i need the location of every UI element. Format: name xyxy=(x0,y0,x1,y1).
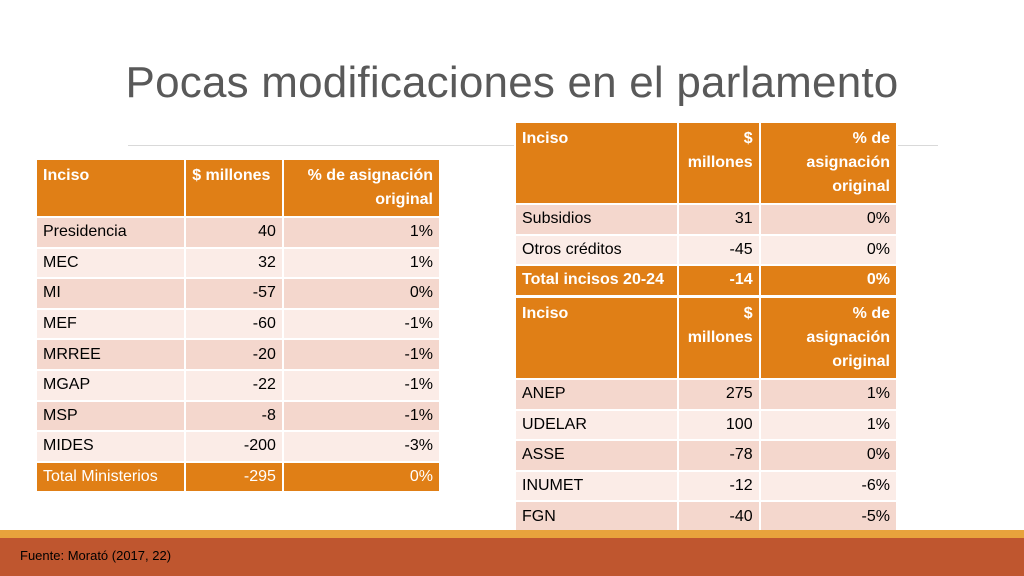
header-inciso: Inciso xyxy=(514,296,679,380)
header-porcentaje: % de asignación original xyxy=(281,158,442,218)
table-row: MIDES -200 -3% xyxy=(34,430,442,463)
cell-inciso: MI xyxy=(34,277,187,310)
cell-porcentaje: 0% xyxy=(281,460,442,494)
cell-millones: -40 xyxy=(676,500,761,533)
header-inciso: Inciso xyxy=(34,158,187,218)
cell-millones: -20 xyxy=(184,338,284,371)
total-row: Total incisos 20-24 -14 0% xyxy=(514,264,899,297)
cell-porcentaje: -6% xyxy=(758,469,899,503)
table-row: Presidencia 40 1% xyxy=(34,216,442,249)
cell-inciso: MEC xyxy=(34,246,187,280)
cell-porcentaje: 0% xyxy=(281,277,442,310)
incisos-table: Inciso $ millones % de asignación origin… xyxy=(514,121,899,297)
cell-porcentaje: 1% xyxy=(281,216,442,249)
cell-inciso: FGN xyxy=(514,500,679,533)
cell-inciso: Otros créditos xyxy=(514,233,679,266)
table-row: FGN -40 -5% xyxy=(514,500,899,533)
table-row: MI -57 0% xyxy=(34,277,442,310)
cell-porcentaje: -5% xyxy=(758,500,899,533)
table-row: MEC 32 1% xyxy=(34,246,442,280)
cell-inciso: ASSE xyxy=(514,439,679,472)
table-row: MSP -8 -1% xyxy=(34,399,442,433)
total-row: Total Ministerios -295 0% xyxy=(34,460,442,494)
cell-millones: -22 xyxy=(184,368,284,402)
cell-porcentaje: 1% xyxy=(281,246,442,280)
cell-millones: 31 xyxy=(676,203,761,236)
cell-millones: -57 xyxy=(184,277,284,310)
cell-millones: 275 xyxy=(676,378,761,411)
header-millones: $ millones xyxy=(676,296,761,380)
header-porcentaje: % de asignación original xyxy=(758,296,899,380)
slide-title: Pocas modificaciones en el parlamento xyxy=(125,58,899,107)
cell-porcentaje: 0% xyxy=(758,203,899,236)
footer-band xyxy=(0,538,1024,576)
table-row: INUMET -12 -6% xyxy=(514,469,899,503)
cell-millones: 100 xyxy=(676,408,761,442)
cell-millones: -295 xyxy=(184,460,284,494)
cell-inciso: MEF xyxy=(34,307,187,341)
cell-millones: -14 xyxy=(676,264,761,297)
cell-inciso: Total incisos 20-24 xyxy=(514,264,679,297)
cell-porcentaje: 1% xyxy=(758,408,899,442)
cell-inciso: MGAP xyxy=(34,368,187,402)
header-inciso: Inciso xyxy=(514,121,679,205)
cell-porcentaje: 1% xyxy=(758,378,899,411)
header-porcentaje: % de asignación original xyxy=(758,121,899,205)
organismos-table: Inciso $ millones % de asignación origin… xyxy=(514,296,899,564)
cell-inciso: MIDES xyxy=(34,430,187,463)
cell-porcentaje: 0% xyxy=(758,439,899,472)
cell-millones: -8 xyxy=(184,399,284,433)
cell-millones: 32 xyxy=(184,246,284,280)
cell-porcentaje: -1% xyxy=(281,338,442,371)
table-row: Subsidios 31 0% xyxy=(514,203,899,236)
cell-inciso: MSP xyxy=(34,399,187,433)
cell-inciso: Total Ministerios xyxy=(34,460,187,494)
cell-inciso: MRREE xyxy=(34,338,187,371)
source-note: Fuente: Morató (2017, 22) xyxy=(20,548,172,563)
cell-millones: 40 xyxy=(184,216,284,249)
table-row: ANEP 275 1% xyxy=(514,378,899,411)
cell-millones: -12 xyxy=(676,469,761,503)
cell-porcentaje: 0% xyxy=(758,233,899,266)
cell-inciso: Presidencia xyxy=(34,216,187,249)
cell-millones: -200 xyxy=(184,430,284,463)
cell-inciso: ANEP xyxy=(514,378,679,411)
cell-porcentaje: 0% xyxy=(758,264,899,297)
cell-millones: -78 xyxy=(676,439,761,472)
cell-millones: -45 xyxy=(676,233,761,266)
cell-inciso: UDELAR xyxy=(514,408,679,442)
table-row: MGAP -22 -1% xyxy=(34,368,442,402)
table-row: MRREE -20 -1% xyxy=(34,338,442,371)
cell-porcentaje: -3% xyxy=(281,430,442,463)
header-millones: $ millones xyxy=(184,158,284,218)
cell-inciso: Subsidios xyxy=(514,203,679,236)
table-row: UDELAR 100 1% xyxy=(514,408,899,442)
cell-porcentaje: -1% xyxy=(281,399,442,433)
footer-band-top xyxy=(0,530,1024,538)
header-millones: $ millones xyxy=(676,121,761,205)
table-row: MEF -60 -1% xyxy=(34,307,442,341)
ministerios-table: Inciso $ millones % de asignación origin… xyxy=(34,158,442,494)
cell-porcentaje: -1% xyxy=(281,307,442,341)
table-row: ASSE -78 0% xyxy=(514,439,899,472)
table-row: Otros créditos -45 0% xyxy=(514,233,899,266)
cell-inciso: INUMET xyxy=(514,469,679,503)
cell-porcentaje: -1% xyxy=(281,368,442,402)
cell-millones: -60 xyxy=(184,307,284,341)
